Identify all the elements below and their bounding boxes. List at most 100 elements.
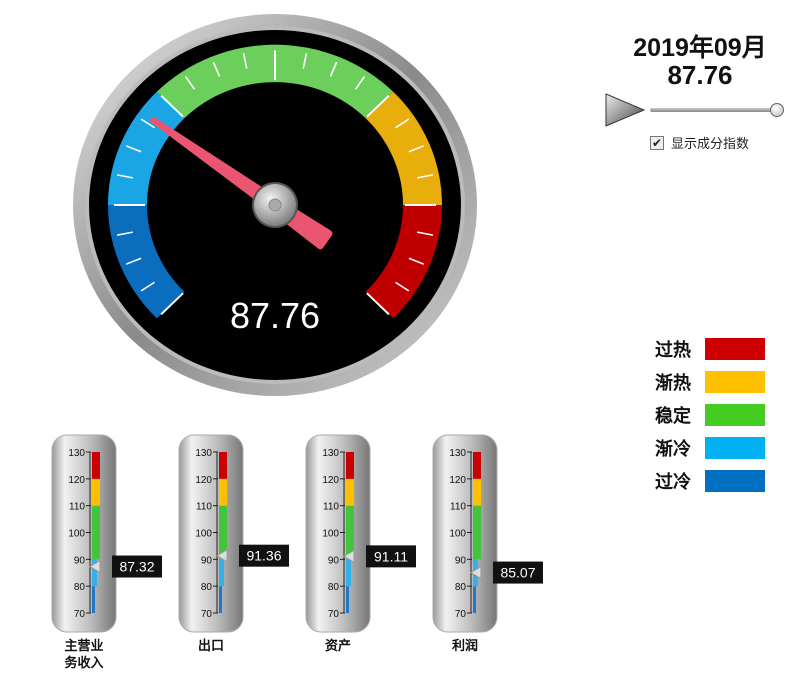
legend-swatch: [705, 370, 765, 393]
bullet-band: [92, 452, 100, 479]
bullet-band: [219, 452, 227, 479]
bullet-tick-label: 130: [322, 448, 339, 459]
bullet-chart: 70 80 90 100 110 120 130 91.11: [305, 434, 416, 633]
bullet-band: [92, 559, 97, 587]
gauge-value-label: 87.76: [230, 295, 320, 336]
bullet-band: [219, 559, 224, 587]
bullet-tick-label: 90: [201, 555, 213, 566]
bullet-tick-label: 110: [196, 502, 212, 513]
bullet-tick-label: 100: [449, 529, 466, 540]
gauge-chart: 87.76: [73, 14, 477, 396]
bullet-tick-label: 80: [201, 582, 213, 593]
bullet-band: [219, 478, 227, 506]
gauge-band: [156, 44, 394, 119]
bullet-band: [346, 452, 354, 479]
legend-swatch: [705, 469, 765, 492]
gauge-minor-tick: [125, 145, 142, 153]
bullet-tick-label: 110: [69, 502, 85, 513]
legend-item: 稳定: [655, 398, 765, 431]
bullet-tick-label: 110: [450, 502, 466, 513]
bullet-category-label: 利润: [451, 638, 478, 653]
bullet-value-label: 87.32: [119, 559, 154, 575]
bullet-band: [92, 505, 100, 560]
bullet-frame: [178, 434, 244, 633]
bullet-tick-label: 130: [68, 448, 85, 459]
gauge-minor-tick: [329, 61, 338, 77]
bullet-tick-label: 90: [328, 555, 340, 566]
bullet-tick-label: 70: [201, 609, 213, 620]
checkbox-label: 显示成分指数: [671, 136, 750, 151]
legend-item: 渐热: [655, 365, 765, 398]
checkbox-check-icon[interactable]: ✔: [650, 135, 664, 150]
gauge-major-tick: [160, 292, 184, 315]
bullet-category-label: 主营业 务收入: [64, 638, 104, 670]
gauge-minor-tick: [212, 61, 221, 77]
gauge-major-tick: [160, 95, 184, 118]
gauge-minor-tick: [140, 118, 155, 129]
legend-swatch: [705, 436, 765, 459]
bullet-band: [92, 478, 100, 506]
gauge-minor-tick: [408, 145, 425, 153]
gauge-minor-tick: [116, 231, 133, 236]
gauge-minor-tick: [354, 76, 366, 90]
bullet-category-label: 资产: [324, 638, 351, 653]
bullet-band: [346, 478, 354, 506]
period-title: 2019年09月: [633, 34, 767, 62]
bullet-tick-label: 130: [195, 448, 212, 459]
play-icon: [605, 93, 646, 127]
bullet-value-box: [366, 545, 416, 568]
bullet-tick-label: 90: [74, 555, 86, 566]
play-button[interactable]: [604, 92, 646, 128]
bullet-tick-label: 120: [322, 475, 339, 486]
bullet-frame: [305, 434, 371, 633]
gauge-minor-tick: [417, 174, 434, 179]
bullet-value-box: [493, 561, 543, 584]
bullet-band: [92, 586, 95, 613]
bullet-value-marker: [216, 548, 228, 563]
bullet-tick-label: 130: [449, 448, 466, 459]
bullet-value-label: 85.07: [500, 565, 535, 581]
bullet-chart: 70 80 90 100 110 120 130 85.07: [432, 434, 543, 633]
gauge-minor-tick: [395, 118, 410, 129]
bullet-band: [219, 505, 227, 560]
bullet-frame: [51, 434, 117, 633]
gauge-minor-tick: [125, 257, 142, 265]
legend: 过热 渐热 稳定 渐冷 过冷: [655, 332, 765, 497]
bullet-tick-label: 70: [74, 609, 86, 620]
gauge-minor-tick: [408, 257, 425, 265]
bullet-band: [346, 559, 351, 587]
bullet-band: [346, 586, 349, 613]
timeline-slider-track[interactable]: [650, 108, 780, 112]
legend-swatch: [705, 403, 765, 426]
bullet-band: [473, 452, 481, 479]
bullet-tick-label: 70: [455, 609, 467, 620]
bullet-tick-label: 120: [68, 475, 85, 486]
bullet-chart: 70 80 90 100 110 120 130 87.32: [51, 434, 162, 633]
bullet-value-marker: [89, 559, 101, 574]
bullet-tick-label: 100: [68, 529, 85, 540]
gauge-major-tick: [366, 95, 390, 118]
bullet-frame: [432, 434, 498, 633]
bullet-tick-label: 80: [74, 582, 86, 593]
gauge-minor-tick: [140, 281, 155, 292]
gauge-minor-tick: [242, 53, 248, 69]
gauge-minor-tick: [395, 281, 410, 292]
gauge-major-tick: [366, 292, 390, 315]
bullet-tick-label: 70: [328, 609, 340, 620]
bullet-tick-label: 120: [449, 475, 466, 486]
bullet-value-box: [112, 555, 162, 578]
show-component-index-checkbox[interactable]: ✔ 显示成分指数: [650, 133, 749, 152]
bullet-tick-label: 80: [455, 582, 467, 593]
timeline-slider-handle[interactable]: [770, 103, 784, 117]
header-value: 87.76: [667, 60, 733, 90]
bullet-band: [473, 586, 476, 613]
gauge-minor-tick: [302, 53, 308, 69]
bullet-value-marker: [343, 549, 355, 564]
legend-item: 过冷: [655, 464, 765, 497]
bullet-tick-label: 120: [195, 475, 212, 486]
bullet-band: [473, 478, 481, 506]
bullet-band: [473, 559, 478, 587]
bullet-tick-label: 100: [322, 529, 339, 540]
bullet-tick-label: 100: [195, 529, 212, 540]
bullet-band: [346, 505, 354, 560]
